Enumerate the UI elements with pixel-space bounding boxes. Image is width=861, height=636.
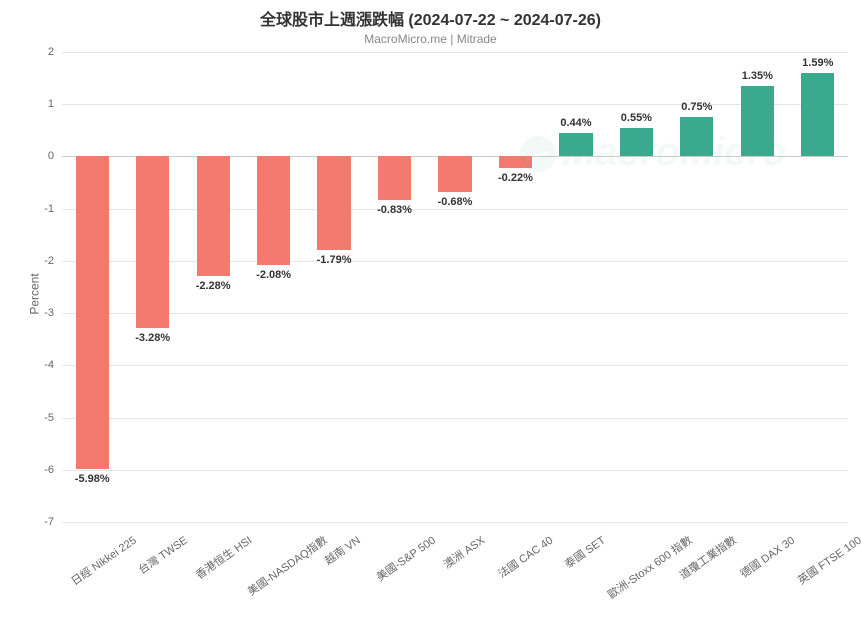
bar [741, 86, 774, 157]
chart-plot-area: -7-6-5-4-3-2-1012-5.98%日經 Nikkei 225-3.2… [62, 52, 848, 522]
xtick-label: 美國-NASDAQ指數 [244, 532, 330, 599]
bar [76, 156, 109, 468]
gridline [62, 522, 848, 523]
gridline [62, 365, 848, 366]
xtick-label: 日經 Nikkei 225 [68, 532, 140, 589]
xtick-label: 英國 FTSE 100 [794, 532, 861, 588]
bar-value-label: -3.28% [135, 332, 170, 344]
ytick-label: 1 [48, 98, 62, 110]
bar-value-label: 1.35% [742, 70, 773, 82]
bar-value-label: -5.98% [75, 473, 110, 485]
gridline [62, 261, 848, 262]
bar [317, 156, 350, 249]
chart-subtitle: MacroMicro.me | Mitrade [0, 32, 861, 46]
y-axis-label: Percent [28, 273, 42, 314]
gridline [62, 418, 848, 419]
gridline [62, 104, 848, 105]
xtick-label: 德國 DAX 30 [737, 532, 798, 581]
ytick-label: 2 [48, 46, 62, 58]
ytick-label: -5 [44, 412, 62, 424]
bar [620, 128, 653, 157]
bar [499, 156, 532, 167]
gridline [62, 52, 848, 53]
bar [559, 133, 592, 156]
gridline [62, 470, 848, 471]
gridline [62, 209, 848, 210]
xtick-label: 越南 VN [321, 532, 363, 568]
ytick-label: -7 [44, 516, 62, 528]
gridline [62, 313, 848, 314]
bar-value-label: 0.44% [560, 117, 591, 129]
bar [257, 156, 290, 265]
bar [378, 156, 411, 199]
bar [438, 156, 471, 192]
bar-value-label: -2.28% [196, 280, 231, 292]
xtick-label: 台灣 TWSE [135, 532, 191, 578]
bar [197, 156, 230, 275]
bar [136, 156, 169, 327]
bar [680, 117, 713, 156]
bar [801, 73, 834, 156]
bar-value-label: -1.79% [317, 254, 352, 266]
bar-value-label: 1.59% [802, 57, 833, 69]
ytick-label: -4 [44, 359, 62, 371]
bar-value-label: -0.83% [377, 204, 412, 216]
xtick-label: 澳洲 ASX [440, 532, 488, 572]
bar-value-label: 0.75% [681, 101, 712, 113]
chart-title: 全球股市上週漲跌幅 (2024-07-22 ~ 2024-07-26) [0, 0, 861, 30]
ytick-label: 0 [48, 150, 62, 162]
ytick-label: -6 [44, 464, 62, 476]
bar-value-label: -0.68% [438, 196, 473, 208]
xtick-label: 香港恒生 HSI [192, 532, 255, 583]
xtick-label: 泰國 SET [561, 532, 608, 572]
xtick-label: 美國-S&P 500 [373, 532, 439, 585]
ytick-label: -2 [44, 255, 62, 267]
bar-value-label: -2.08% [256, 269, 291, 281]
bar-value-label: -0.22% [498, 172, 533, 184]
bar-value-label: 0.55% [621, 112, 652, 124]
xtick-label: 法國 CAC 40 [495, 532, 556, 582]
ytick-label: -3 [44, 307, 62, 319]
ytick-label: -1 [44, 203, 62, 215]
